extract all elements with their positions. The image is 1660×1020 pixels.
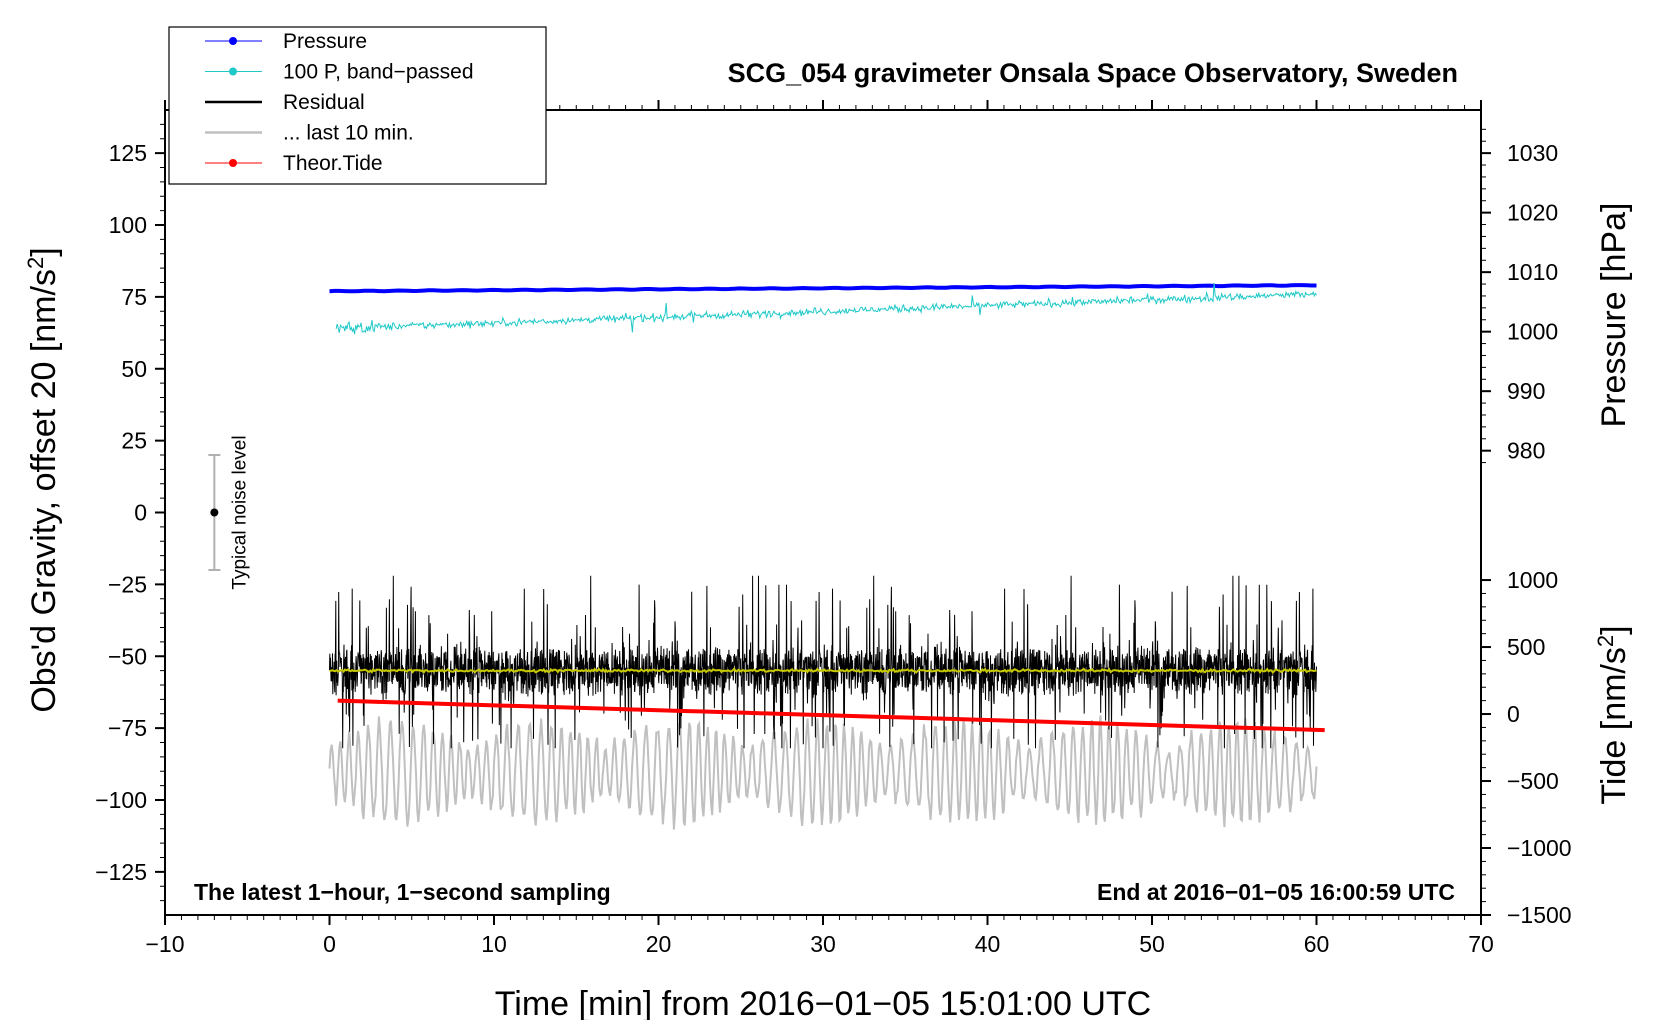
tide-tick-label: −1000: [1507, 835, 1572, 861]
y-left-tick-label: −75: [108, 715, 147, 741]
y-axis-tide-label-end: ]: [1595, 625, 1633, 634]
x-tick-label: 20: [646, 931, 672, 957]
legend-label-4: Theor.Tide: [283, 152, 383, 175]
series-smoothed-residual: [329, 666, 1317, 675]
annotation-sampling: The latest 1−hour, 1−second sampling: [194, 879, 611, 905]
y-left-tick-label: 50: [121, 356, 147, 382]
tide-tick-label: 0: [1507, 701, 1520, 727]
x-axis-label: Time [min] from 2016−01−05 15:01:00 UTC: [495, 985, 1151, 1020]
series-theoretical-tide: [337, 698, 1325, 733]
chart-title: SCG_054 gravimeter Onsala Space Observat…: [728, 58, 1458, 88]
y-left-tick-label: 75: [121, 284, 147, 310]
legend-label-1: 100 P, band−passed: [283, 61, 474, 84]
series-pressure: [329, 283, 1317, 294]
x-tick-label: 40: [975, 931, 1001, 957]
x-tick-label: 50: [1139, 931, 1165, 957]
noise-center-dot: [210, 508, 219, 517]
y-axis-tide-label-main: Tide [nm/s: [1595, 647, 1633, 804]
y-left-tick-label: 100: [109, 212, 147, 238]
series-residual: [329, 575, 1317, 749]
y-axis-tide-label: Tide [nm/s2]: [1593, 625, 1634, 804]
data-series: [328, 282, 1325, 830]
noise-label: Typical noise level: [229, 435, 250, 589]
y-axis-left-label-end: ]: [25, 247, 63, 256]
tide-tick-label: −1500: [1507, 902, 1572, 928]
legend-marker-1: [229, 67, 237, 76]
y-left-tick-label: 125: [109, 140, 147, 166]
x-tick-label: 30: [810, 931, 836, 957]
tide-tick-label: 1000: [1507, 567, 1558, 593]
legend-label-3: ... last 10 min.: [283, 122, 414, 145]
x-tick-label: 70: [1468, 931, 1494, 957]
y-left-tick-label: 0: [134, 500, 147, 526]
pressure-tick-label: 990: [1507, 378, 1545, 404]
x-tick-label: −10: [145, 931, 184, 957]
axis-ticks: −10 0 10 20 30 40 50 60 701251007550250−25−50−75…: [95, 100, 1572, 957]
y-left-tick-label: 25: [121, 428, 147, 454]
pressure-tick-label: 1020: [1507, 200, 1558, 226]
legend-label-0: Pressure: [283, 30, 367, 53]
y-axis-tide-label-sup: 2: [1593, 635, 1618, 647]
pressure-tick-label: 1030: [1507, 140, 1558, 166]
y-left-tick-label: −25: [108, 571, 147, 597]
y-left-tick-label: −125: [95, 859, 147, 885]
x-tick-label: 0: [323, 931, 336, 957]
legend-box: [168, 26, 547, 185]
x-tick-label: 60: [1304, 931, 1330, 957]
series-band-passed: [335, 282, 1317, 335]
pressure-tick-label: 1000: [1507, 319, 1558, 345]
pressure-tick-label: 980: [1507, 438, 1545, 464]
y-axis-left-label: Obs'd Gravity, offset 20 [nm/s2]: [23, 247, 64, 712]
y-left-tick-label: −50: [108, 643, 147, 669]
legend-marker-4: [229, 159, 237, 167]
legend-label-2: Residual: [283, 91, 365, 114]
annotation-end-time: End at 2016−01−05 16:00:59 UTC: [1097, 879, 1455, 905]
y-axis-left-label-sup: 2: [23, 257, 48, 269]
legend-marker-0: [229, 37, 237, 45]
noise-indicator: Typical noise level: [208, 435, 250, 590]
y-left-tick-label: −100: [95, 787, 147, 813]
legend: Pressure 100 P, band−passed Residual ... la…: [168, 26, 547, 185]
y-axis-left-label-main: Obs'd Gravity, offset 20 [nm/s: [25, 269, 63, 713]
tide-tick-label: −500: [1507, 768, 1559, 794]
tide-tick-label: 500: [1507, 634, 1545, 660]
y-axis-pressure-label: Pressure [hPa]: [1595, 203, 1633, 428]
x-tick-label: 10: [481, 931, 507, 957]
pressure-tick-label: 1010: [1507, 259, 1558, 285]
series-last-10-min: [328, 715, 1318, 830]
